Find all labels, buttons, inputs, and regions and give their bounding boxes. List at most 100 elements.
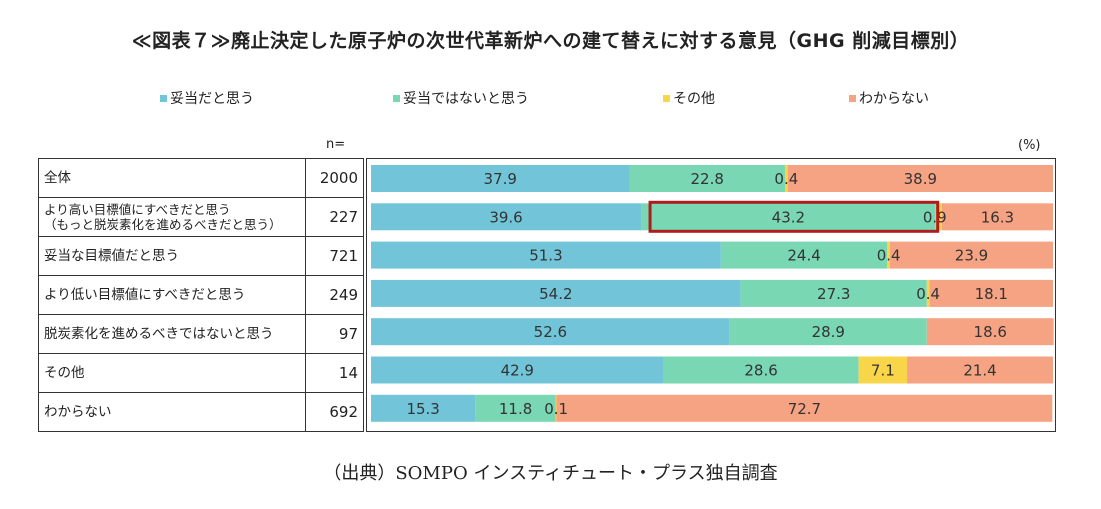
bar-segment-disagree	[740, 279, 927, 307]
data-label-disagree: 28.6	[744, 362, 777, 380]
data-label-other: 0.4	[774, 170, 798, 188]
data-label-agree: 54.2	[539, 285, 572, 303]
chart-legend: 妥当だと思う 妥当ではないと思う その他 わからない	[0, 88, 1101, 108]
row-label-line: その他	[44, 364, 85, 381]
data-label-other: 0.9	[923, 208, 947, 226]
table-row: 妥当な目標値だと思う 721	[39, 237, 363, 276]
bar-segment-disagree	[641, 203, 936, 231]
table-row: その他 14	[39, 354, 363, 393]
bar-segment-other	[926, 279, 930, 307]
bar-segment-disagree	[720, 241, 888, 269]
data-label-agree: 51.3	[529, 247, 562, 265]
bar-segment-unknown	[926, 318, 1054, 346]
data-label-unknown: 18.6	[974, 323, 1007, 341]
legend-swatch-unknown	[849, 94, 856, 102]
data-label-disagree: 43.2	[772, 208, 805, 226]
row-label: その他	[44, 354, 304, 392]
data-label-disagree: 28.9	[812, 323, 845, 341]
bar-segment-disagree	[729, 318, 927, 346]
legend-label-disagree: 妥当ではないと思う	[403, 91, 529, 107]
bar-segment-unknown	[787, 165, 1053, 192]
category-table: 全体 2000 より高い目標値にすべきだと思う （もっと脱炭素化を進めるべきだと思う）…	[38, 158, 364, 432]
bar-segment-other	[555, 394, 557, 422]
data-label-unknown: 23.9	[955, 247, 988, 265]
n-header: n=	[326, 137, 346, 152]
legend-swatch-other	[663, 94, 670, 102]
data-label-other: 7.1	[871, 362, 895, 380]
legend-label-agree: 妥当だと思う	[170, 91, 254, 107]
data-label-disagree: 24.4	[787, 247, 820, 265]
row-label: わからない	[44, 393, 304, 431]
row-label-line: 全体	[44, 169, 71, 186]
percent-unit-label: (%)	[1018, 138, 1041, 153]
table-row: より高い目標値にすべきだと思う （もっと脱炭素化を進めるべきだと思う） 227	[39, 198, 363, 237]
stacked-bar-chart: 37.9 22.8 0.4 38.9 39.6 43.2 0.9 16.3 51.3 24.4 0.…	[371, 165, 1054, 422]
bar-segment-unknown	[556, 394, 1053, 422]
bar-segment-agree	[371, 279, 741, 307]
legend-swatch-disagree	[393, 94, 400, 102]
data-label-disagree: 27.3	[817, 285, 850, 303]
source-note: （出典）SOMPO インスティチュート・プラス独自調査	[323, 463, 778, 484]
data-label-disagree: 22.8	[691, 170, 724, 188]
bar-segment-agree	[371, 356, 664, 384]
data-label-agree: 42.9	[501, 362, 534, 380]
data-label-unknown: 72.7	[788, 400, 821, 418]
row-label-line: より低い目標値にすべきだと思う	[44, 286, 246, 303]
bar-segment-disagree	[663, 356, 859, 384]
row-n-value: 97	[305, 315, 363, 353]
legend-item-agree: 妥当だと思う	[160, 88, 254, 108]
legend-label-unknown: わからない	[859, 91, 929, 107]
bar-segment-other	[784, 165, 788, 192]
row-n-value: 2000	[305, 159, 363, 197]
chart-title: ≪図表７≫廃止決定した原子炉の次世代革新炉への建て替えに対する意見（GHG 削減…	[131, 30, 970, 52]
bar-segment-agree	[371, 241, 721, 269]
legend-swatch-agree	[160, 94, 167, 102]
table-row: より低い目標値にすべきだと思う 249	[39, 276, 363, 315]
stacked-bar-plot-area: 37.9 22.8 0.4 38.9 39.6 43.2 0.9 16.3 51.3 24.4 0.…	[366, 158, 1056, 432]
row-label: 全体	[44, 159, 304, 197]
row-label-line: わからない	[44, 403, 112, 420]
row-label: 妥当な目標値だと思う	[44, 237, 304, 275]
data-label-unknown: 38.9	[904, 170, 937, 188]
bar-segment-unknown	[907, 356, 1053, 384]
bar-segment-disagree	[629, 165, 785, 192]
highlight-box	[648, 200, 940, 233]
data-label-agree: 52.6	[534, 323, 567, 341]
table-row: 全体 2000	[39, 159, 363, 198]
bar-segment-other	[887, 241, 890, 269]
legend-item-other: その他	[663, 88, 715, 108]
bar-segment-agree	[371, 203, 642, 231]
data-label-other: 0.1	[544, 400, 568, 418]
row-label-line: 脱炭素化を進めるべきではないと思う	[44, 325, 274, 342]
data-label-unknown: 18.1	[975, 285, 1008, 303]
bar-segment-agree	[371, 394, 476, 422]
legend-item-disagree: 妥当ではないと思う	[393, 88, 529, 108]
data-label-agree: 37.9	[484, 170, 517, 188]
row-label: より高い目標値にすべきだと思う （もっと脱炭素化を進めるべきだと思う）	[44, 198, 304, 236]
bar-segment-unknown	[929, 279, 1053, 307]
row-n-value: 227	[305, 198, 363, 236]
row-label-line: （もっと脱炭素化を進めるべきだと思う）	[44, 217, 282, 232]
row-n-value: 249	[305, 276, 363, 314]
bar-segment-agree	[371, 318, 730, 346]
data-label-disagree: 11.8	[499, 400, 532, 418]
row-n-value: 14	[305, 354, 363, 392]
row-n-value: 721	[305, 237, 363, 275]
table-row: 脱炭素化を進めるべきではないと思う 97	[39, 315, 363, 354]
row-label: より低い目標値にすべきだと思う	[44, 276, 304, 314]
row-label-line: より高い目標値にすべきだと思う	[44, 202, 231, 217]
legend-item-unknown: わからない	[849, 88, 929, 108]
data-label-agree: 15.3	[406, 400, 439, 418]
row-label: 脱炭素化を進めるべきではないと思う	[44, 315, 304, 353]
bar-segment-unknown	[941, 203, 1053, 231]
data-label-other: 0.4	[877, 247, 901, 265]
bar-segment-unknown	[890, 241, 1053, 269]
data-label-agree: 39.6	[489, 208, 522, 226]
data-label-unknown: 16.3	[981, 208, 1014, 226]
bar-segment-disagree	[475, 394, 556, 422]
bar-segment-other	[858, 356, 908, 384]
table-row: わからない 692	[39, 393, 363, 432]
row-n-value: 692	[305, 393, 363, 431]
data-label-other: 0.4	[916, 285, 940, 303]
legend-label-other: その他	[673, 91, 715, 107]
